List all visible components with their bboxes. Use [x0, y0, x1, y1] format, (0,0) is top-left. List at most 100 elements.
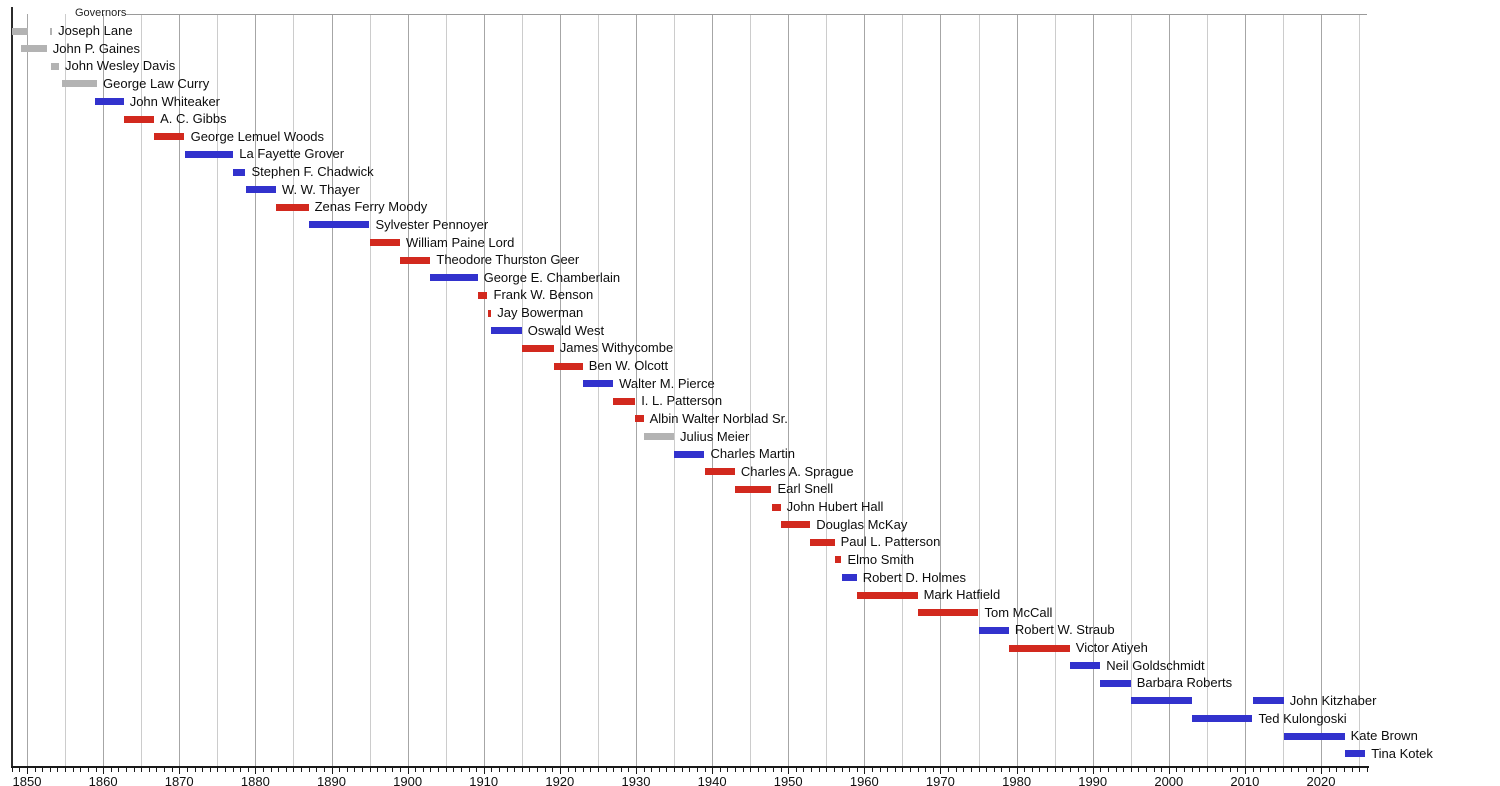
axis-tick — [1244, 768, 1246, 774]
axis-tick — [605, 768, 607, 772]
governor-term-bar — [1069, 662, 1101, 670]
governor-label: Neil Goldschmidt — [1106, 657, 1205, 673]
governor-label: Jay Bowerman — [497, 305, 584, 321]
axis-tick — [156, 768, 158, 772]
axis-tick — [620, 768, 622, 772]
axis-tick — [1085, 768, 1087, 772]
axis-tick — [430, 768, 432, 772]
governor-term-bar — [978, 626, 1009, 634]
governor-label: Frank W. Benson — [493, 287, 594, 303]
governor-term-bar — [856, 591, 918, 599]
axis-tick — [963, 768, 965, 772]
governor-term-bar — [430, 274, 478, 282]
axis-tick — [925, 768, 927, 772]
axis-tick — [506, 768, 508, 772]
axis-tick — [1176, 768, 1178, 772]
governor-term-bar — [20, 45, 47, 53]
plot-top-border — [126, 14, 1367, 15]
decade-gridline — [1092, 14, 1094, 766]
axis-tick — [613, 768, 615, 772]
axis-tick — [1001, 768, 1003, 772]
axis-tick — [1351, 768, 1353, 772]
axis-tick — [628, 768, 630, 772]
axis-tick — [1168, 768, 1170, 774]
governor-label: Theodore Thurston Geer — [436, 252, 580, 268]
axis-tick — [1283, 768, 1284, 772]
governor-label: Earl Snell — [777, 481, 834, 497]
axis-tick — [126, 768, 127, 772]
axis-tick — [849, 768, 851, 772]
gridline — [293, 14, 295, 766]
axis-tick — [217, 768, 219, 772]
gridline — [1283, 14, 1284, 766]
axis-tick — [727, 768, 729, 772]
governor-label: I. L. Patterson — [641, 393, 723, 409]
decade-gridline — [636, 14, 637, 766]
decade-gridline — [179, 14, 181, 766]
axis-tick — [468, 768, 470, 772]
gridline — [978, 14, 980, 766]
governor-term-bar — [704, 468, 735, 476]
axis-tick — [400, 768, 401, 772]
axis-tick-label: 1900 — [393, 774, 423, 786]
axis-tick — [917, 768, 919, 772]
governor-term-bar — [643, 433, 674, 440]
decade-gridline — [1168, 14, 1170, 766]
axis-tick-label: 1910 — [469, 774, 499, 786]
governor-term-bar — [233, 168, 246, 176]
axis-tick-label: 1920 — [545, 774, 575, 786]
axis-tick — [453, 768, 455, 772]
axis-tick — [986, 768, 988, 772]
axis-tick — [1199, 768, 1201, 772]
axis-tick — [133, 768, 135, 772]
axis-tick-label: 1990 — [1078, 774, 1108, 786]
governor-label: Zenas Ferry Moody — [314, 199, 428, 215]
axis-tick — [1107, 768, 1109, 772]
axis-tick — [1229, 768, 1231, 772]
governor-term-bar — [780, 521, 811, 529]
governor-label: A. C. Gibbs — [160, 111, 227, 127]
gridline — [521, 14, 523, 766]
axis-tick — [1161, 768, 1163, 772]
axis-tick — [590, 768, 592, 772]
axis-tick — [247, 768, 249, 772]
axis-tick — [1222, 768, 1224, 772]
axis-tick — [384, 768, 386, 772]
governor-label: John Wesley Davis — [65, 58, 176, 74]
axis-tick — [757, 768, 759, 772]
decade-gridline — [103, 14, 105, 766]
axis-tick — [202, 768, 204, 772]
governor-term-bar — [154, 133, 185, 141]
axis-tick — [932, 768, 934, 772]
gridline — [445, 14, 447, 766]
governor-term-bar — [734, 485, 772, 493]
axis-tick — [301, 768, 302, 772]
axis-tick-label: 1850 — [12, 774, 42, 786]
axis-tick — [460, 768, 462, 772]
gridline — [1130, 14, 1132, 766]
governor-term-bar — [613, 397, 636, 405]
governor-term-bar — [553, 362, 583, 370]
governor-term-bar — [582, 380, 614, 388]
axis-tick — [1267, 768, 1269, 772]
axis-tick — [940, 768, 942, 774]
gridline — [750, 14, 752, 766]
axis-tick — [80, 768, 82, 772]
governor-term-bar — [841, 574, 857, 581]
axis-tick — [681, 768, 683, 772]
axis-tick — [65, 768, 67, 772]
axis-tick — [1366, 768, 1368, 772]
axis-tick — [902, 768, 904, 772]
axis-tick — [544, 768, 546, 772]
axis-tick — [415, 768, 417, 772]
axis-tick-label: 2000 — [1154, 774, 1184, 786]
axis-tick-label: 1960 — [849, 774, 879, 786]
governor-label: Stephen F. Chadwick — [251, 164, 374, 179]
axis-tick — [1062, 768, 1064, 772]
gridline — [65, 14, 67, 766]
axis-tick — [567, 768, 569, 772]
axis-tick — [1153, 768, 1155, 772]
governor-label: Douglas McKay — [816, 516, 908, 532]
governor-term-bar — [810, 538, 835, 546]
